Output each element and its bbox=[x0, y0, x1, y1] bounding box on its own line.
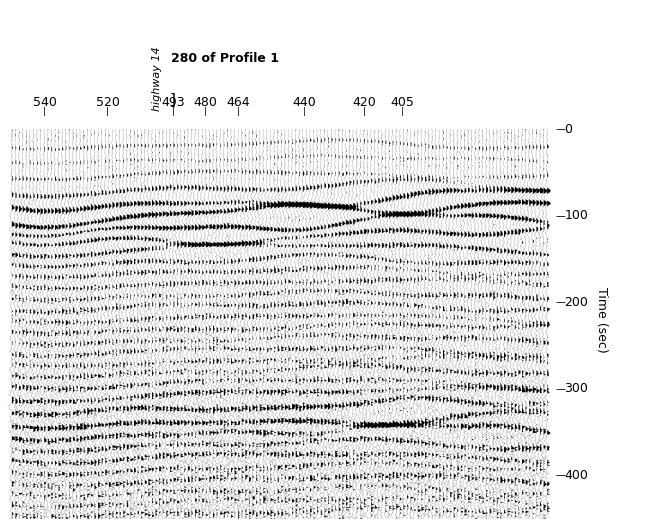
Text: |: | bbox=[172, 107, 174, 116]
Text: |: | bbox=[44, 107, 46, 116]
Text: |: | bbox=[401, 107, 404, 116]
Text: 280 of Profile 1: 280 of Profile 1 bbox=[171, 52, 279, 66]
Text: 405: 405 bbox=[391, 96, 414, 109]
Text: |: | bbox=[237, 107, 240, 116]
Text: 480: 480 bbox=[194, 96, 218, 109]
Text: 300: 300 bbox=[564, 383, 588, 396]
Text: Time (sec): Time (sec) bbox=[595, 287, 608, 353]
Text: ]: ] bbox=[170, 92, 176, 107]
Text: |: | bbox=[106, 107, 109, 116]
Text: 100: 100 bbox=[564, 209, 588, 222]
Text: —: — bbox=[556, 211, 566, 221]
Text: highway 14: highway 14 bbox=[152, 46, 162, 111]
Text: |: | bbox=[204, 107, 207, 116]
Text: 200: 200 bbox=[564, 296, 588, 309]
Text: 464: 464 bbox=[227, 96, 250, 109]
Text: 493: 493 bbox=[161, 96, 185, 109]
Text: 520: 520 bbox=[96, 96, 120, 109]
Text: —: — bbox=[556, 124, 566, 134]
Text: —: — bbox=[556, 471, 566, 481]
Text: 0: 0 bbox=[564, 123, 572, 136]
Text: |: | bbox=[363, 107, 365, 116]
Text: —: — bbox=[556, 384, 566, 394]
Text: |: | bbox=[303, 107, 306, 116]
Text: 420: 420 bbox=[352, 96, 376, 109]
Text: 440: 440 bbox=[292, 96, 316, 109]
Text: 400: 400 bbox=[564, 469, 588, 482]
Text: —: — bbox=[556, 297, 566, 307]
Text: 540: 540 bbox=[32, 96, 57, 109]
